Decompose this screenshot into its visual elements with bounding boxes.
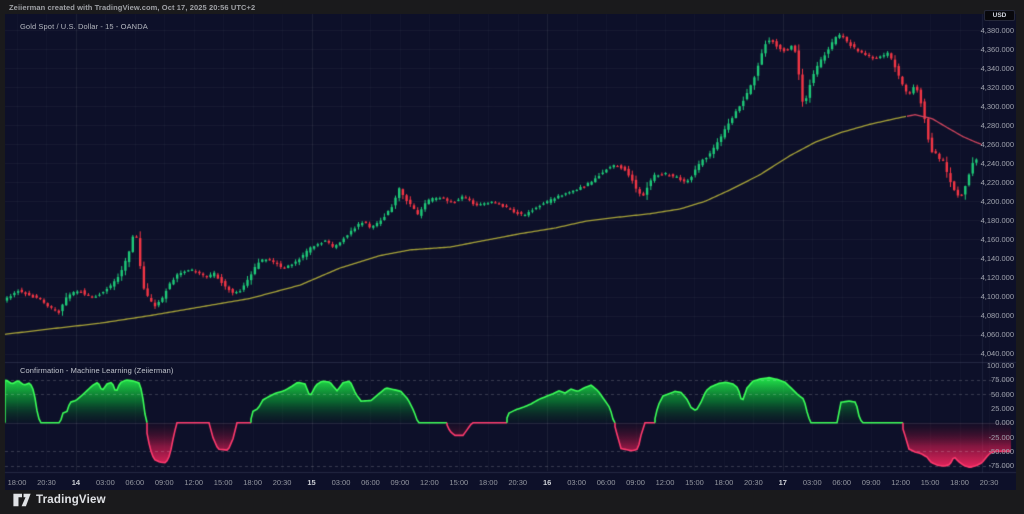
attribution-text: Zeiierman created with TradingView.com, … <box>9 3 256 12</box>
time-axis-label: 09:00 <box>626 477 645 487</box>
time-axis-label: 20:30 <box>508 477 528 487</box>
time-axis-label: 12:00 <box>891 477 911 487</box>
price-axis-label: 4,360.000 <box>980 44 1014 54</box>
price-axis-label: 4,260.000 <box>980 139 1014 149</box>
price-axis-label: 4,100.000 <box>980 292 1014 302</box>
time-axis-label: 15:00 <box>213 477 233 487</box>
time-axis-label: 06:00 <box>596 477 616 487</box>
time-axis-label: 15:00 <box>685 477 704 487</box>
time-axis-label: 17 <box>778 477 787 487</box>
price-axis-label: 4,320.000 <box>980 82 1014 92</box>
tradingview-logo-icon <box>13 493 31 507</box>
price-axis-label: 4,240.000 <box>980 158 1014 168</box>
time-axis-label: 06:00 <box>832 477 852 487</box>
price-axis-label: 4,220.000 <box>980 177 1014 187</box>
symbol-legend: Gold Spot / U.S. Dollar - 15 - OANDA <box>20 22 148 31</box>
time-axis-label: 20:30 <box>37 477 56 487</box>
indicator-axis-label: -25.000 <box>988 432 1014 442</box>
indicator-axis-label: 25.000 <box>991 404 1014 413</box>
indicator-legend: Confirmation - Machine Learning (Zeiierm… <box>20 366 174 375</box>
time-axis-label: 12:00 <box>184 477 204 487</box>
time-axis-label: 20:30 <box>743 477 763 487</box>
tradingview-logo[interactable]: TradingView <box>13 493 106 507</box>
time-axis-label: 09:00 <box>154 477 174 487</box>
time-axis-label: 09:00 <box>390 477 410 487</box>
indicator-axis-label: 50.000 <box>991 389 1014 399</box>
time-axis-label: 03:00 <box>567 477 587 487</box>
price-axis-label: 4,120.000 <box>980 273 1014 283</box>
time-axis-label: 06:00 <box>361 477 380 487</box>
time-axis-label: 18:00 <box>714 477 734 487</box>
time-axis-label: 09:00 <box>861 477 881 487</box>
time-axis-label: 20:30 <box>272 477 292 487</box>
indicator-axis-label: 100.000 <box>986 361 1014 371</box>
price-axis-label: 4,160.000 <box>980 234 1014 244</box>
time-axis-label: 18:00 <box>7 477 27 487</box>
time-axis-label: 12:00 <box>655 477 675 487</box>
indicator-axis-label: -50.000 <box>988 446 1014 456</box>
price-axis-label: 4,060.000 <box>980 330 1014 340</box>
time-axis-label: 06:00 <box>125 477 145 487</box>
price-axis-label: 4,140.000 <box>980 253 1014 263</box>
time-axis-label: 03:00 <box>802 477 822 487</box>
price-axis-label: 4,300.000 <box>980 101 1014 111</box>
tradingview-logo-text: TradingView <box>36 494 106 506</box>
price-axis-label: 4,180.000 <box>980 215 1014 225</box>
time-axis-label: 18:00 <box>950 477 969 487</box>
time-axis-label: 15 <box>307 477 316 487</box>
price-axis-label: 4,380.000 <box>980 25 1014 35</box>
currency-badge: USD <box>984 10 1015 21</box>
time-axis-label: 18:00 <box>243 477 263 487</box>
time-axis-label: 15:00 <box>449 477 469 487</box>
time-axis-label: 16 <box>543 477 552 487</box>
price-axis-label: 4,200.000 <box>980 196 1014 206</box>
price-axis-label: 4,040.000 <box>980 349 1014 359</box>
time-axis-label: 18:00 <box>478 477 498 487</box>
time-axis-label: 14 <box>71 477 81 487</box>
indicator-axis-label: 0.000 <box>995 418 1014 428</box>
price-axis-label: 4,080.000 <box>980 311 1014 321</box>
time-axis-label: 12:00 <box>419 477 439 487</box>
price-axis-label: 4,340.000 <box>980 63 1014 73</box>
time-axis-label: 03:00 <box>95 477 115 487</box>
time-axis-label: 03:00 <box>331 477 351 487</box>
indicator-axis-label: -75.000 <box>988 461 1014 471</box>
time-axis-label: 20:30 <box>979 477 999 487</box>
price-axis-label: 4,280.000 <box>980 120 1014 130</box>
time-axis-label: 15:00 <box>920 477 940 487</box>
indicator-axis-label: 75.000 <box>991 375 1014 385</box>
